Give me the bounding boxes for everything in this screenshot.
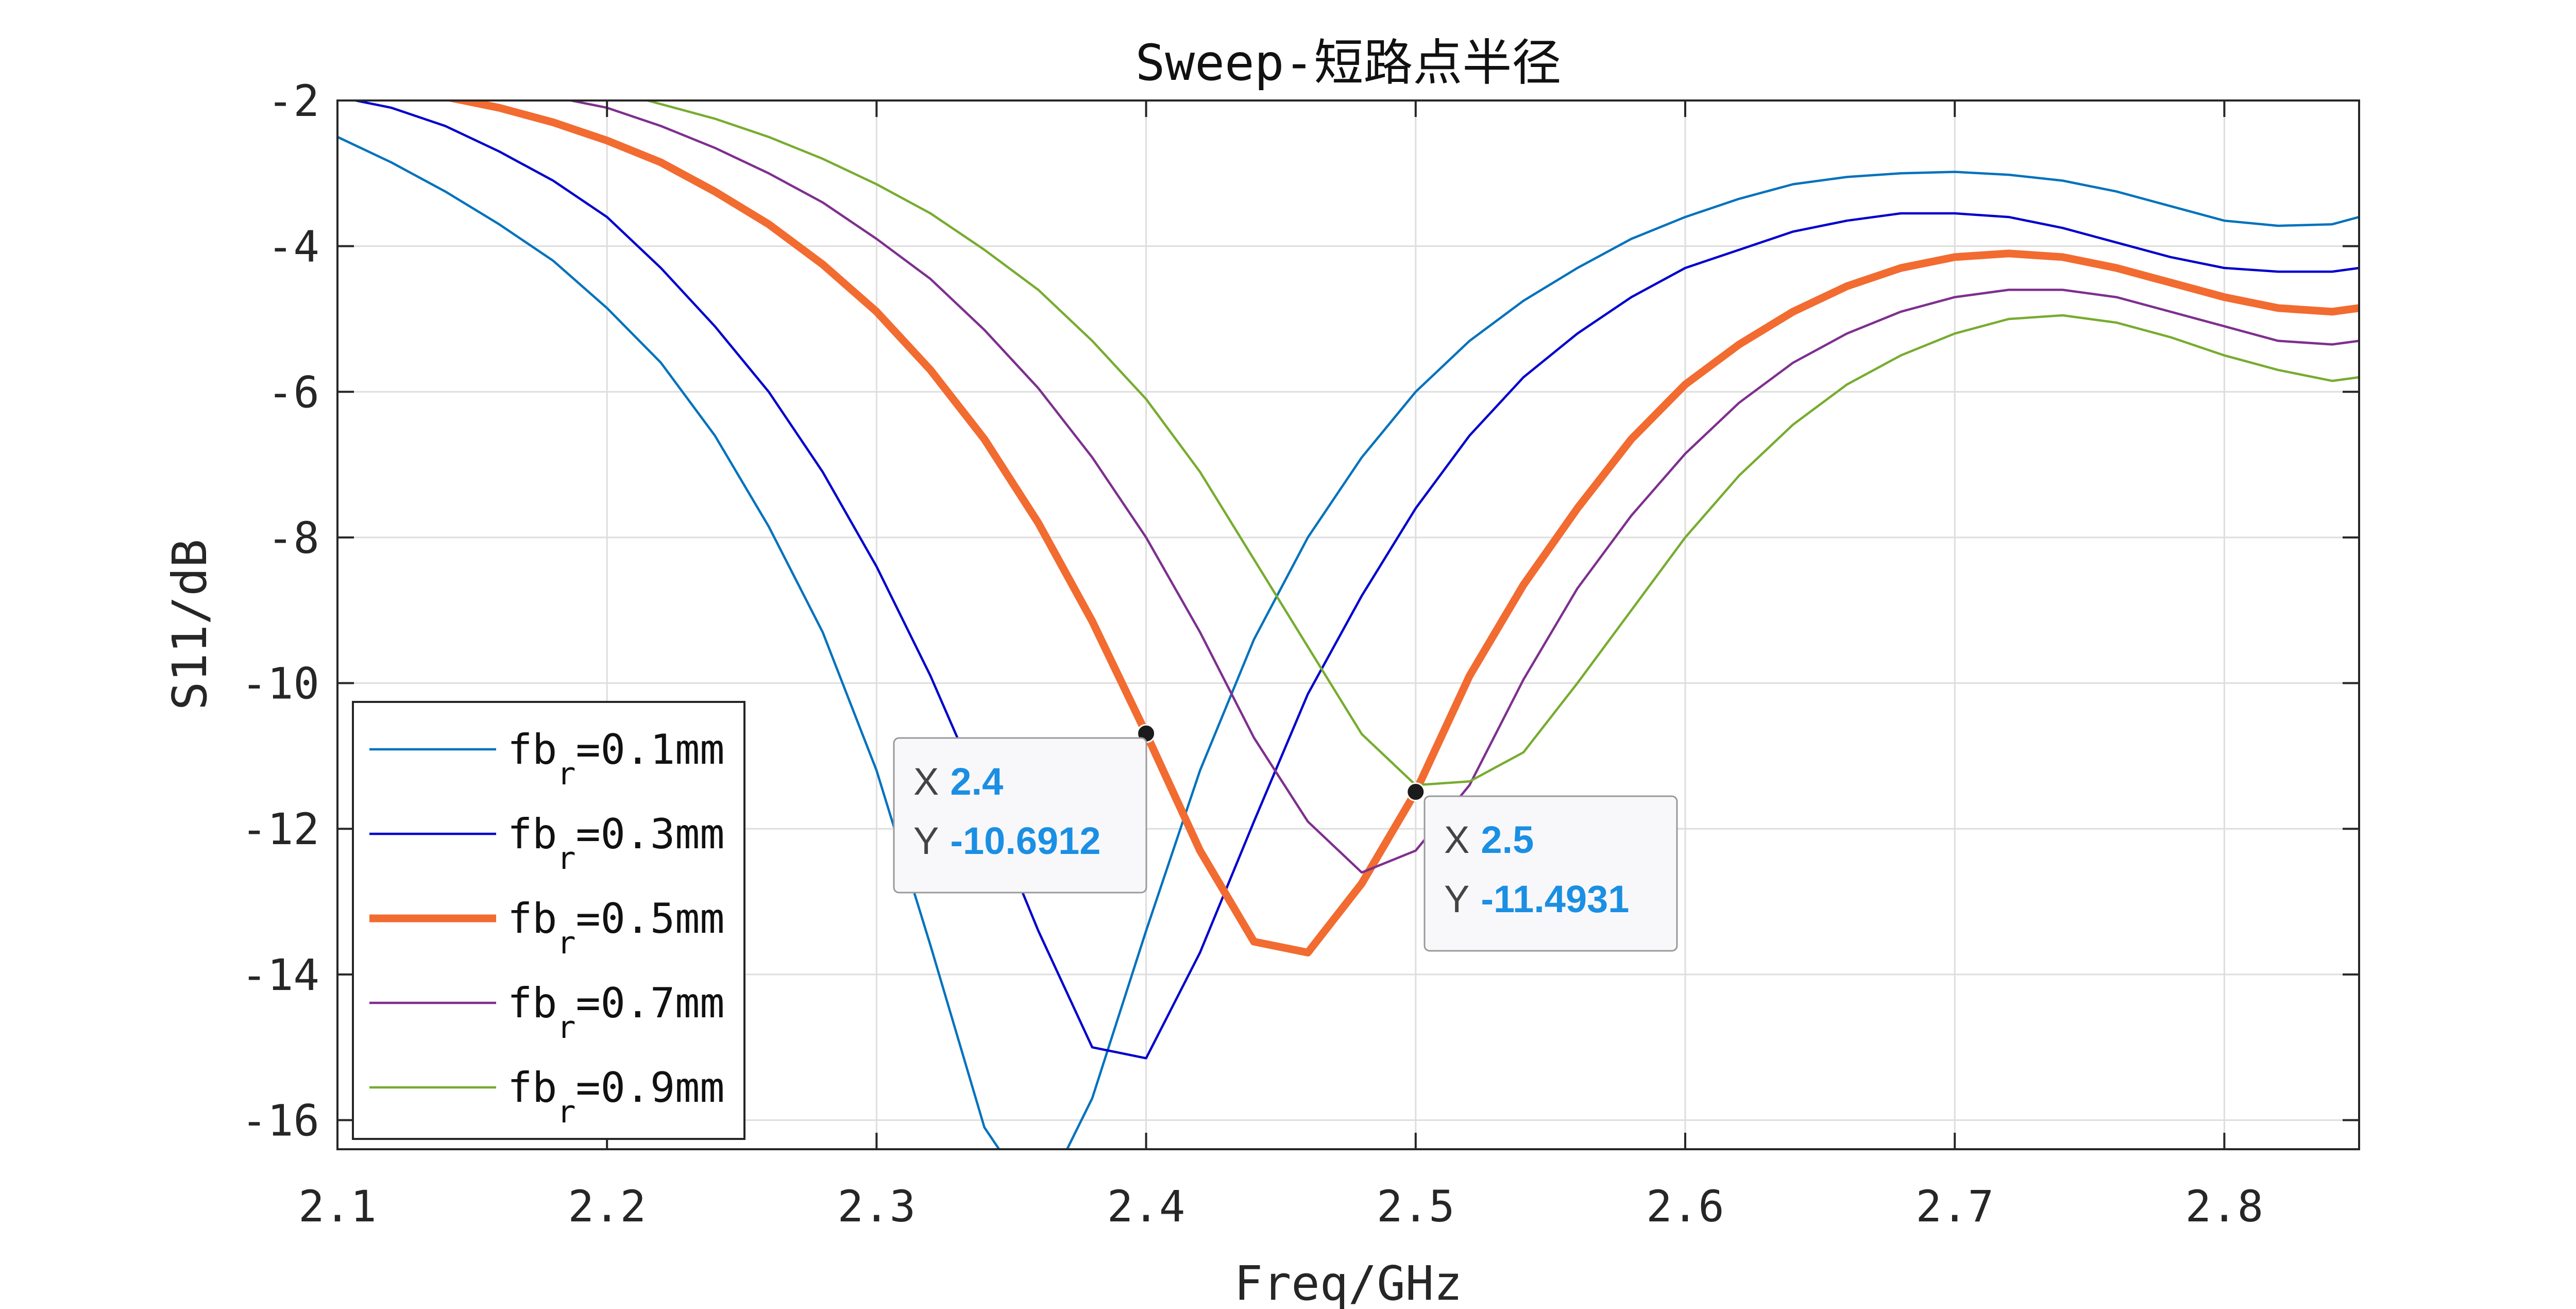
datatip-y-label: Y (913, 819, 939, 862)
legend-label-prefix: fb (507, 726, 557, 774)
y-tick-label: -6 (267, 367, 319, 417)
legend-item[interactable]: fbr=0.1mm (369, 726, 724, 792)
legend-label-suffix: =0.1mm (575, 726, 724, 774)
legend-label-suffix: =0.9mm (575, 1064, 724, 1112)
series-line-0 (337, 136, 2359, 1149)
datatip-y-label: Y (1444, 878, 1469, 920)
axes-box (336, 99, 2360, 1150)
legend-item[interactable]: fbr=0.3mm (369, 810, 724, 877)
y-tick-label: -2 (267, 76, 319, 126)
y-tick-label: -16 (241, 1095, 319, 1146)
datatip-x-row: X 2.5 (1444, 818, 1534, 861)
legend-label-subscript: r (557, 1010, 575, 1046)
legend-item[interactable]: fbr=0.5mm (369, 895, 724, 961)
y-axis-label: S11/dB (162, 539, 217, 710)
legend-item[interactable]: fbr=0.9mm (369, 1064, 724, 1130)
legend-label-subscript: r (557, 925, 575, 961)
y-tick-label: -4 (267, 222, 319, 272)
datatip-x-row: X 2.4 (913, 760, 1003, 803)
x-tick-label: 2.6 (1646, 1181, 1724, 1232)
datatip-markers (1137, 724, 1426, 802)
datatip-x-label: X (913, 760, 939, 803)
datatip-x-value: 2.4 (950, 760, 1003, 803)
x-tick-label: 2.7 (1916, 1181, 1994, 1232)
x-tick-labels: 2.1 2.2 2.3 2.4 2.5 2.6 2.7 2.8 (298, 1181, 2263, 1232)
legend-label: fbr=0.7mm (507, 979, 724, 1046)
y-tick-label: -14 (241, 950, 319, 1000)
legend-label-suffix: =0.3mm (575, 810, 724, 858)
legend-label: fbr=0.1mm (507, 726, 724, 792)
x-tick-label: 2.2 (568, 1181, 646, 1232)
series-line-1 (349, 100, 2359, 1060)
x-tick-label: 2.8 (2185, 1181, 2264, 1232)
datatips: X 2.4 Y -10.6912 X 2.5 Y -11.4931 (893, 737, 1678, 952)
x-tick-label: 2.1 (298, 1181, 377, 1232)
x-tick-label: 2.3 (838, 1181, 916, 1232)
legend-label-prefix: fb (507, 979, 557, 1027)
x-axis-label: Freq/GHz (1234, 1256, 1462, 1309)
legend-label: fbr=0.5mm (507, 895, 724, 961)
legend-label-subscript: r (557, 1094, 575, 1130)
legend-label-subscript: r (557, 841, 575, 877)
datatip-background (893, 737, 1147, 894)
datatip-background (1423, 795, 1678, 952)
legend-label-suffix: =0.7mm (575, 979, 724, 1027)
datatip-y-row: Y -10.6912 (913, 819, 1101, 862)
y-tick-label: -8 (267, 513, 319, 563)
legend-label: fbr=0.3mm (507, 810, 724, 877)
y-tick-labels: -2 -4 -6 -8 -10 -12 -14 -16 (241, 76, 319, 1146)
datatip-box[interactable]: X 2.5 Y -11.4931 (1423, 795, 1678, 952)
series-line-4 (643, 100, 2359, 786)
series-line-3 (565, 100, 2359, 874)
legend-label-suffix: =0.5mm (575, 895, 724, 943)
datatip-y-value: -10.6912 (950, 819, 1100, 862)
legend-label: fbr=0.9mm (507, 1064, 724, 1130)
legend-label-prefix: fb (507, 810, 557, 858)
datatip-y-value: -11.4931 (1481, 878, 1629, 920)
legend: fbr=0.1mmfbr=0.3mmfbr=0.5mmfbr=0.7mmfbr=… (352, 701, 745, 1140)
datatip-marker[interactable] (1406, 782, 1426, 802)
chart-title: Sweep-短路点半径 (1136, 34, 1562, 92)
x-tick-label: 2.4 (1107, 1181, 1185, 1232)
datatip-box[interactable]: X 2.4 Y -10.6912 (893, 737, 1147, 894)
y-tick-label: -10 (241, 659, 319, 709)
datatip-x-value: 2.5 (1481, 818, 1534, 861)
datatip-y-row: Y -11.4931 (1444, 878, 1629, 920)
y-tick-label: -12 (241, 804, 319, 854)
legend-label-subscript: r (557, 756, 575, 792)
x-tick-label: 2.5 (1377, 1181, 1455, 1232)
datatip-x-label: X (1444, 818, 1469, 861)
axis-ticks (336, 99, 2359, 1149)
legend-label-prefix: fb (507, 1064, 557, 1112)
grid-lines (336, 99, 2359, 1149)
legend-item[interactable]: fbr=0.7mm (369, 979, 724, 1046)
legend-label-prefix: fb (507, 895, 557, 943)
